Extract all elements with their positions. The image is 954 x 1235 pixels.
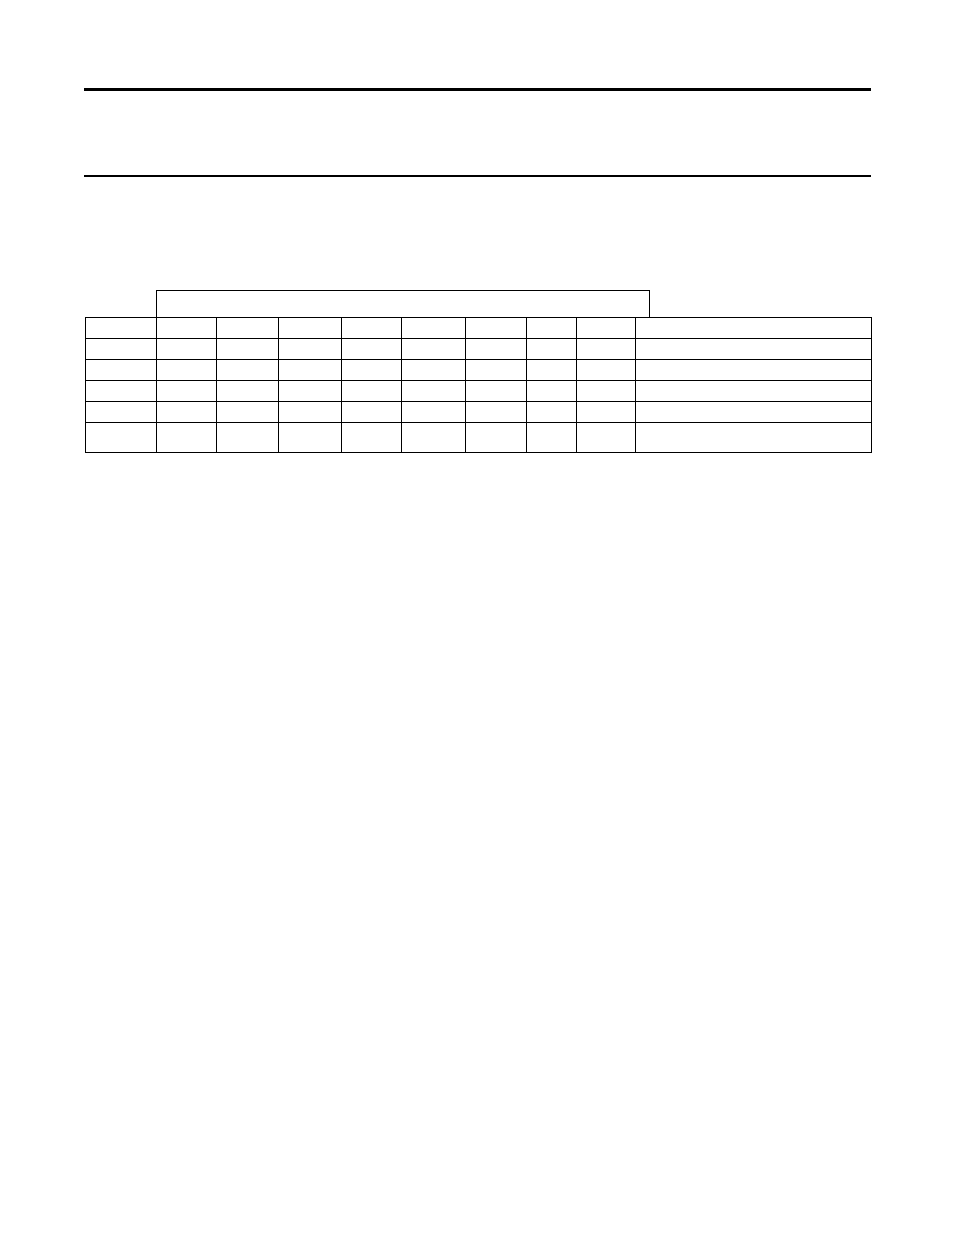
table-cell <box>577 423 636 453</box>
table-cell <box>157 402 217 423</box>
table-cell <box>342 423 402 453</box>
table-cell <box>342 339 402 360</box>
table-cell <box>577 360 636 381</box>
table-cell <box>279 360 342 381</box>
table-cell <box>217 360 279 381</box>
table-cell <box>402 318 466 339</box>
table-header-box <box>156 290 650 317</box>
table-cell <box>86 381 157 402</box>
table-cell <box>402 360 466 381</box>
table-cell <box>279 402 342 423</box>
table-cell <box>279 318 342 339</box>
table-cell <box>157 423 217 453</box>
table-cell <box>466 381 527 402</box>
table-cell <box>402 402 466 423</box>
table-cell <box>279 381 342 402</box>
table-cell <box>86 339 157 360</box>
table-cell <box>466 339 527 360</box>
table-row <box>86 360 872 381</box>
table-cell <box>157 381 217 402</box>
table-cell <box>402 381 466 402</box>
table-row <box>86 402 872 423</box>
table-cell <box>527 402 577 423</box>
table-cell <box>466 402 527 423</box>
table-cell <box>217 339 279 360</box>
table-cell <box>527 360 577 381</box>
table-cell <box>86 360 157 381</box>
table-cell <box>86 318 157 339</box>
table-cell <box>636 360 872 381</box>
table-cell <box>636 423 872 453</box>
table-cell <box>466 318 527 339</box>
table-cell <box>402 339 466 360</box>
table-cell <box>217 423 279 453</box>
table-cell <box>577 339 636 360</box>
table-cell <box>86 423 157 453</box>
table-cell <box>157 339 217 360</box>
table-cell <box>527 381 577 402</box>
table-body <box>86 318 872 453</box>
page <box>0 0 954 1235</box>
table-cell <box>577 318 636 339</box>
table-cell <box>466 360 527 381</box>
header-rule-1 <box>84 88 871 91</box>
table-cell <box>157 360 217 381</box>
table-cell <box>217 402 279 423</box>
table-cell <box>217 381 279 402</box>
table-row <box>86 339 872 360</box>
table-cell <box>342 318 402 339</box>
table-cell <box>86 402 157 423</box>
table-cell <box>577 402 636 423</box>
table-cell <box>342 402 402 423</box>
table-cell <box>527 318 577 339</box>
table-cell <box>279 423 342 453</box>
table-row <box>86 381 872 402</box>
table-cell <box>157 318 217 339</box>
table-cell <box>279 339 342 360</box>
header-rule-2 <box>84 175 871 177</box>
table-cell <box>636 318 872 339</box>
table-cell <box>342 360 402 381</box>
table-row <box>86 318 872 339</box>
table-cell <box>636 339 872 360</box>
table-cell <box>342 381 402 402</box>
table-row <box>86 423 872 453</box>
table-cell <box>577 381 636 402</box>
data-table <box>85 317 872 453</box>
table-cell <box>402 423 466 453</box>
table-cell <box>636 381 872 402</box>
table-cell <box>466 423 527 453</box>
table-cell <box>527 423 577 453</box>
table-cell <box>636 402 872 423</box>
table-cell <box>527 339 577 360</box>
table-cell <box>217 318 279 339</box>
